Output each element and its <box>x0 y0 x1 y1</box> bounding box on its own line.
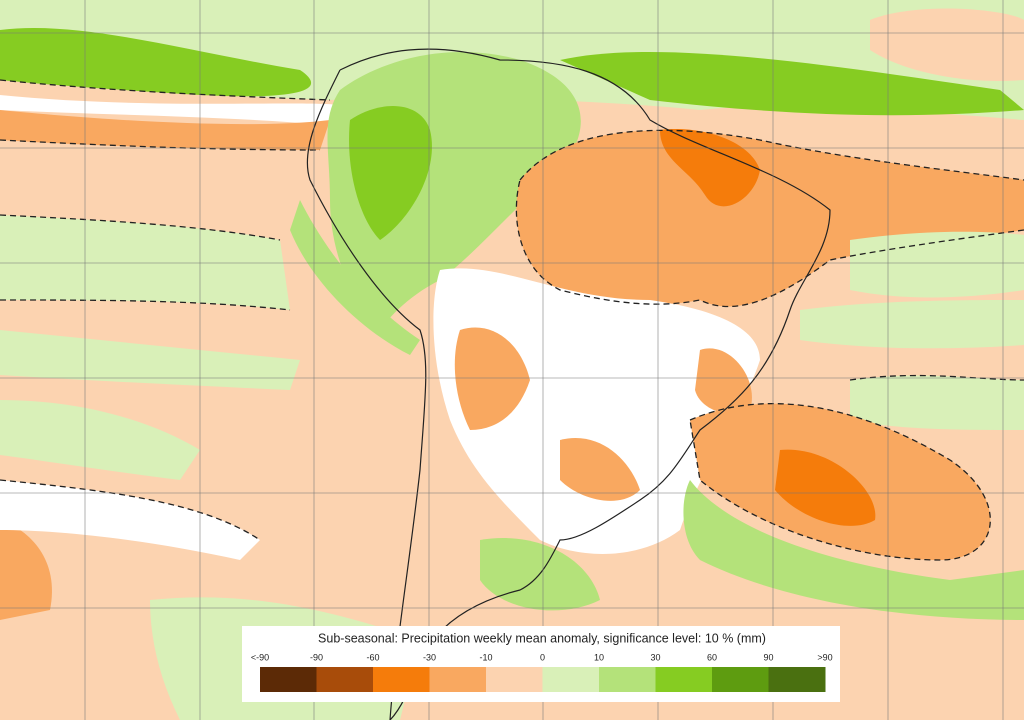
legend-swatch <box>429 667 487 692</box>
contours <box>0 79 1024 561</box>
legend-swatch <box>542 667 600 692</box>
legend-swatch <box>316 667 374 692</box>
legend-label: 30 <box>650 652 660 662</box>
legend-label: 60 <box>707 652 717 662</box>
legend-label: -90 <box>310 652 323 662</box>
legend: Sub-seasonal: Precipitation weekly mean … <box>242 626 840 702</box>
legend-swatch <box>599 667 656 692</box>
legend-label: -10 <box>479 652 492 662</box>
legend-title: Sub-seasonal: Precipitation weekly mean … <box>318 631 766 645</box>
legend-swatch <box>486 667 543 692</box>
legend-swatch <box>768 667 826 692</box>
legend-label: -60 <box>366 652 379 662</box>
legend-label: >90 <box>817 652 832 662</box>
legend-swatch <box>655 667 713 692</box>
legend-label: 0 <box>540 652 545 662</box>
legend-swatch <box>373 667 430 692</box>
legend-label: <-90 <box>251 652 269 662</box>
coastline <box>306 48 831 720</box>
legend-label: 10 <box>594 652 604 662</box>
legend-label: 90 <box>763 652 773 662</box>
legend-label: -30 <box>423 652 436 662</box>
legend-swatch <box>260 667 317 692</box>
legend-swatch <box>712 667 769 692</box>
